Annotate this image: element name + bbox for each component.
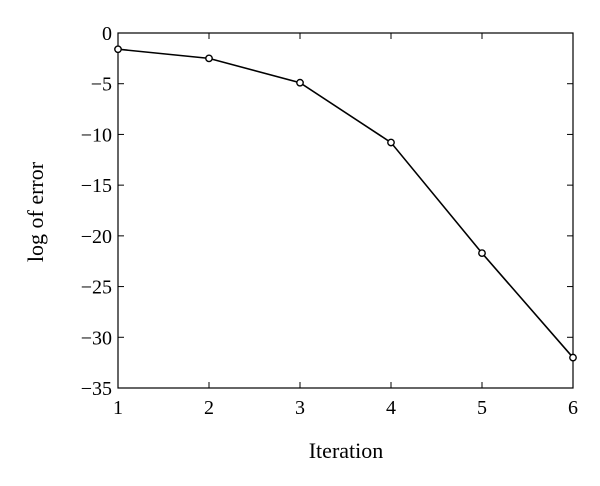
x-tick-label: 1 [113, 397, 123, 419]
y-axis-label: log of error [23, 161, 48, 262]
x-axis-label: Iteration [309, 438, 384, 463]
data-series [114, 45, 577, 362]
data-point-marker [296, 78, 304, 87]
y-tick-label: 0 [102, 23, 112, 45]
x-tick-label: 3 [295, 397, 305, 419]
x-tick-label: 6 [568, 397, 578, 419]
series-line [117, 48, 574, 359]
data-point-marker [478, 249, 486, 258]
y-tick-label: −5 [91, 74, 112, 96]
data-point-marker [569, 353, 577, 362]
y-tick-label: −10 [81, 124, 112, 146]
data-point-marker [114, 45, 122, 54]
y-tick-label: −20 [81, 226, 112, 248]
data-point-marker [387, 138, 395, 147]
y-tick-label: −35 [81, 378, 112, 400]
data-point-marker [205, 54, 213, 63]
y-tick-label: −30 [81, 327, 112, 349]
plot-axes [117, 32, 574, 389]
x-tick-label: 4 [386, 397, 396, 419]
plot-frame [117, 32, 574, 389]
axis-ticks: 1 2 3 4 5 6 0 −5 −10 −15 −20 −25 −30 −35 [81, 23, 578, 419]
x-tick-label: 2 [204, 397, 214, 419]
y-tick-label: −25 [81, 277, 112, 299]
x-tick-label: 5 [477, 397, 487, 419]
y-tick-label: −15 [81, 175, 112, 197]
